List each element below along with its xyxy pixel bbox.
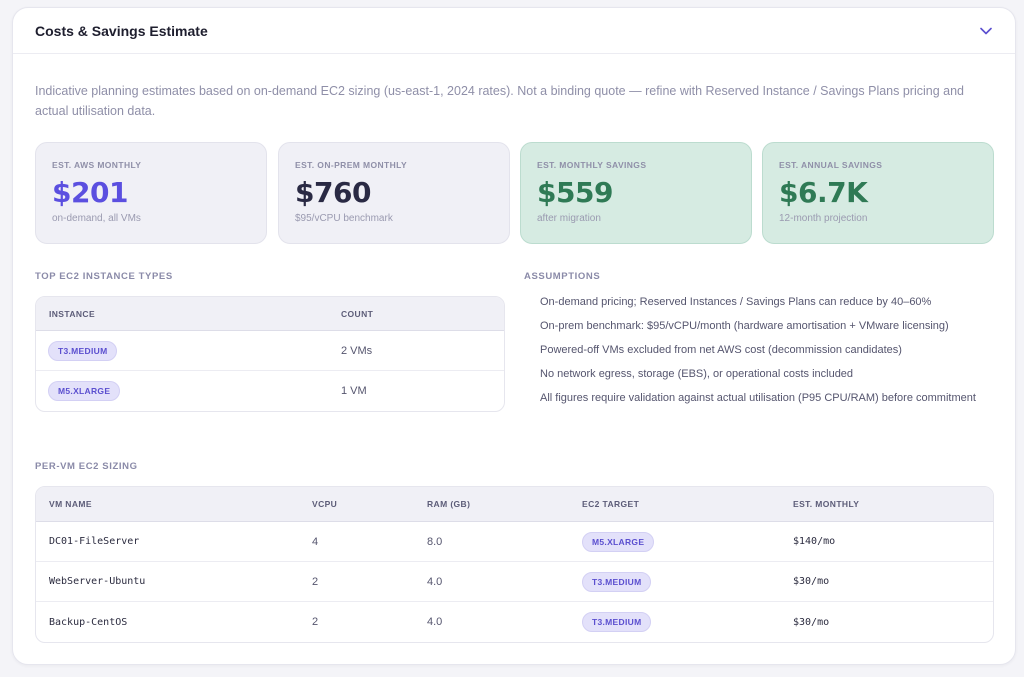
monthly-cell: $30/mo xyxy=(793,576,830,587)
column-header: EST. MONTHLY xyxy=(793,499,860,509)
vm-name-cell: DC01-FileServer xyxy=(49,536,140,547)
ram-cell: 8.0 xyxy=(427,535,443,548)
column-header: VM NAME xyxy=(49,499,92,509)
table-row: Backup-CentOS 2 4.0 T3.MEDIUM $30/mo xyxy=(36,602,993,642)
vm-name-cell: Backup-CentOS xyxy=(49,616,128,628)
card-sub: 12-month projection xyxy=(779,213,868,224)
instance-badge[interactable]: T3.MEDIUM xyxy=(582,612,652,632)
panel-header[interactable]: Costs & Savings Estimate xyxy=(13,8,1015,54)
ec2-target-cell: T3.MEDIUM xyxy=(582,571,652,592)
per-vm-heading: PER-VM EC2 SIZING xyxy=(35,461,138,472)
assumptions-list: On-demand pricing; Reserved Instances / … xyxy=(540,293,990,413)
chevron-down-icon[interactable] xyxy=(979,24,993,38)
instance-badge[interactable]: T3.MEDIUM xyxy=(48,340,118,361)
assumption-item: On-prem benchmark: $95/vCPU/month (hardw… xyxy=(540,320,949,332)
card-value: $201 xyxy=(52,176,128,209)
instance-badge[interactable]: M5.XLARGE xyxy=(582,531,655,552)
ram-cell: 4.0 xyxy=(427,616,443,628)
card-label: EST. ANNUAL SAVINGS xyxy=(779,160,883,170)
per-vm-table: VM NAME VCPU RAM (GB) EC2 TARGET EST. MO… xyxy=(35,486,994,643)
monthly-cell: $140/mo xyxy=(793,536,836,547)
column-header: RAM (GB) xyxy=(427,499,471,509)
vcpu-cell: 2 xyxy=(312,616,319,628)
table-row: WebServer-Ubuntu 2 4.0 T3.MEDIUM $30/mo xyxy=(36,562,993,602)
costs-savings-panel: Costs & Savings Estimate Indicative plan… xyxy=(12,7,1016,665)
card-onprem-monthly: EST. ON-PREM MONTHLY $760 $95/vCPU bench… xyxy=(278,142,510,244)
card-label: EST. AWS MONTHLY xyxy=(52,160,142,170)
table-header: VM NAME VCPU RAM (GB) EC2 TARGET EST. MO… xyxy=(36,487,993,522)
vcpu-cell: 4 xyxy=(312,535,319,548)
card-value: $559 xyxy=(537,176,613,209)
column-header: VCPU xyxy=(312,499,338,509)
top-types-heading: TOP EC2 INSTANCE TYPES xyxy=(35,271,173,282)
summary-cards: EST. AWS MONTHLY $201 on-demand, all VMs… xyxy=(35,142,995,244)
assumption-item: No network egress, storage (EBS), or ope… xyxy=(540,368,854,380)
column-header: EC2 TARGET xyxy=(582,499,640,509)
column-header: COUNT xyxy=(341,308,374,319)
ec2-target-cell: T3.MEDIUM xyxy=(582,612,652,632)
card-monthly-savings: EST. MONTHLY SAVINGS $559 after migratio… xyxy=(520,142,752,244)
card-label: EST. MONTHLY SAVINGS xyxy=(537,160,647,170)
count-cell: 2 VMs xyxy=(341,344,373,357)
card-label: EST. ON-PREM MONTHLY xyxy=(295,160,408,170)
assumption-item: Powered-off VMs excluded from net AWS co… xyxy=(540,344,902,356)
table-header: INSTANCE COUNT xyxy=(36,297,504,331)
count-cell: 1 VM xyxy=(341,385,367,397)
intro-text: Indicative planning estimates based on o… xyxy=(35,84,964,118)
instance-badge[interactable]: M5.XLARGE xyxy=(48,381,121,401)
assumption-item: All figures require validation against a… xyxy=(540,392,976,404)
instance-badge[interactable]: T3.MEDIUM xyxy=(582,571,652,592)
table-row: T3.MEDIUM 2 VMs xyxy=(36,331,504,371)
assumptions-heading: ASSUMPTIONS xyxy=(524,271,601,282)
instance-cell: T3.MEDIUM xyxy=(48,340,118,361)
ram-cell: 4.0 xyxy=(427,575,443,588)
card-value: $6.7K xyxy=(779,176,868,209)
monthly-cell: $30/mo xyxy=(793,616,830,628)
card-sub: $95/vCPU benchmark xyxy=(295,213,393,224)
card-value: $760 xyxy=(295,176,371,209)
card-sub: on-demand, all VMs xyxy=(52,213,141,224)
top-types-table: INSTANCE COUNT T3.MEDIUM 2 VMs M5.XLARGE… xyxy=(35,296,505,412)
assumption-item: On-demand pricing; Reserved Instances / … xyxy=(540,296,932,308)
table-row: DC01-FileServer 4 8.0 M5.XLARGE $140/mo xyxy=(36,522,993,562)
ec2-target-cell: M5.XLARGE xyxy=(582,531,655,552)
column-header: INSTANCE xyxy=(49,308,96,319)
table-row: M5.XLARGE 1 VM xyxy=(36,371,504,411)
instance-cell: M5.XLARGE xyxy=(48,381,121,401)
panel-title: Costs & Savings Estimate xyxy=(35,22,208,39)
card-aws-monthly: EST. AWS MONTHLY $201 on-demand, all VMs xyxy=(35,142,267,244)
vm-name-cell: WebServer-Ubuntu xyxy=(49,576,146,587)
card-annual-savings: EST. ANNUAL SAVINGS $6.7K 12-month proje… xyxy=(762,142,994,244)
card-sub: after migration xyxy=(537,213,601,224)
vcpu-cell: 2 xyxy=(312,575,319,588)
